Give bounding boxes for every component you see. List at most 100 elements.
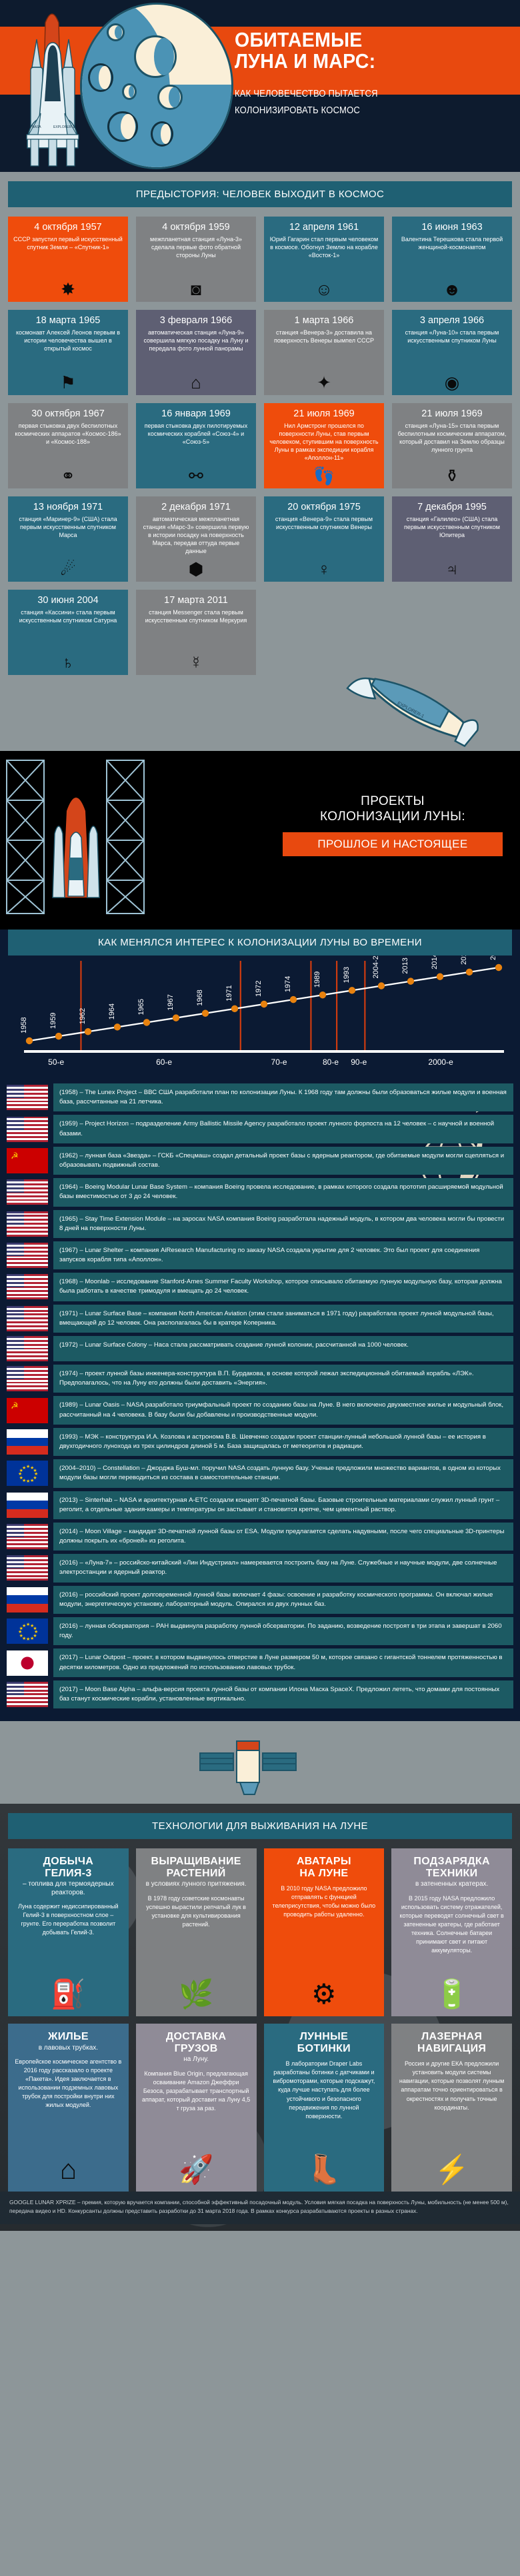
data-point — [260, 1000, 268, 1008]
tech-card-title: ГРУЗОВ — [174, 2042, 218, 2054]
flag-stripe — [7, 1225, 48, 1227]
flag-stripe — [7, 1345, 48, 1348]
tech-card-subtitle: в лавовых трубках. — [38, 2044, 99, 2052]
data-point — [143, 1019, 151, 1026]
tech-card-title: ГЕЛИЯ-3 — [45, 1867, 92, 1879]
tech-card-subtitle: в затененных кратерах. — [415, 1880, 489, 1888]
crater — [107, 111, 138, 142]
flag-stripe — [7, 1217, 48, 1219]
tech-card: ДОБЫЧА ГЕЛИЯ-3– топлива для термоядерных … — [8, 1848, 129, 2017]
tech-card-title: НАВИГАЦИЯ — [417, 2042, 487, 2054]
eu-star: ★ — [22, 1478, 27, 1483]
flag-stripe — [7, 1201, 48, 1203]
page-subtitle-line2: КОЛОНИЗИРОВАТЬ КОСМОС — [235, 105, 361, 116]
page-subtitle-line1: КАК ЧЕЛОВЕЧЕСТВО ПЫТАЕТСЯ — [235, 88, 378, 99]
decade-label: 60-е — [156, 1057, 172, 1067]
data-point — [231, 1005, 239, 1013]
crater — [107, 23, 125, 41]
orbiter-icon: ◉ — [444, 372, 460, 392]
flag-stripe — [7, 1691, 48, 1694]
page-title-line2: ЛУНА И МАРС: — [235, 49, 376, 73]
flag-stripe — [7, 1248, 48, 1251]
flag-stripe — [7, 1280, 48, 1283]
flag-stripe — [7, 1695, 48, 1698]
tech-card-text: Компания Blue Origin, предлагающая осваи… — [141, 2070, 251, 2112]
camera-icon: ◙ — [191, 279, 201, 299]
project-row: (1967) – Lunar Shelter – компания AiRese… — [7, 1241, 513, 1270]
flag-stripe — [7, 1221, 48, 1223]
page-title-line1: ОБИТАЕМЫЕ — [235, 28, 363, 51]
tech-card-title: ЛАЗЕРНАЯ — [421, 2031, 483, 2043]
tech-card-text: Европейское космическое агентство в 2016… — [15, 2058, 122, 2109]
card-text: космонавт Алексей Леонов первым в истори… — [15, 329, 121, 352]
tech-card-title: ДОСТАВКА — [165, 2031, 227, 2043]
projects-banner-highlight: ПРОШЛОЕ И НАСТОЯЩЕЕ — [283, 832, 503, 857]
eu-star: ★ — [18, 1630, 23, 1635]
flag-stripe — [7, 1315, 48, 1318]
crater — [88, 63, 113, 92]
project-row: (1974) – проект лунной базы инженера-кон… — [7, 1365, 513, 1393]
flag-usa — [7, 1305, 48, 1331]
flag-stripe — [7, 1573, 48, 1575]
timeline-card: 18 марта 1965 космонавт Алексей Леонов пе… — [8, 310, 128, 395]
year-tick-label: 2016 — [460, 956, 468, 965]
data-point — [377, 982, 385, 989]
tech-card-title: ВЫРАЩИВАНИЕ — [151, 1856, 241, 1868]
project-description: (1989) – Lunar Oasis – NASA разработало … — [53, 1396, 513, 1425]
flag-stripe — [7, 1687, 48, 1690]
project-description: (1967) – Lunar Shelter – компания AiRese… — [53, 1241, 513, 1270]
project-row: (1971) – Lunar Surface Base – компания N… — [7, 1304, 513, 1333]
axis-baseline — [24, 1050, 504, 1053]
tech-card: ВЫРАЩИВАНИЕ РАСТЕНИЙ в условиях лунного пр… — [135, 1848, 257, 2017]
flag-stripe — [7, 1291, 48, 1294]
flag-stripe — [7, 1327, 48, 1329]
eu-star: ★ — [19, 1475, 23, 1481]
flag-stripe — [7, 1533, 48, 1536]
flag-stripe — [7, 1252, 48, 1255]
card-text: станция «Кассини» стала первым искусстве… — [19, 609, 117, 624]
eu-star: ★ — [22, 1636, 27, 1641]
project-description: (1968) – Moonlab – исследование Stanford… — [53, 1273, 513, 1301]
card-text: первая стыковка двух пилотируемых космич… — [144, 422, 248, 445]
timeline-band: КАК МЕНЯЛСЯ ИНТЕРЕС К КОЛОНИЗАЦИИ ЛУНЫ В… — [8, 930, 512, 956]
flag-stripe — [7, 1371, 48, 1374]
flag-stripe — [7, 1090, 48, 1093]
tech-card-subtitle: – топлива для термоядерных реакторов. — [23, 1880, 114, 1896]
project-description: (1965) – Stay Time Extension Module – на… — [53, 1209, 513, 1238]
flag-stripe — [7, 1276, 48, 1279]
project-row: ☭ (1962) – лунная база «Звезда» – ГСКБ «С… — [7, 1146, 513, 1175]
card-date: 13 ноября 1971 — [33, 502, 103, 512]
year-tick-label: 1993 — [343, 967, 351, 983]
flag-usa — [7, 1116, 48, 1142]
year-tick-label: 2013 — [401, 958, 409, 973]
hammer-sickle-icon: ☭ — [11, 1400, 19, 1411]
project-description: (1959) – Project Horizon – подразделение… — [53, 1115, 513, 1143]
projects-banner-line1: ПРОЕКТЫ — [361, 794, 425, 808]
tech-card-title: ПОДЗАРЯДКА — [413, 1856, 490, 1868]
data-point — [319, 991, 327, 999]
battery-icon: 🔋 — [434, 1978, 469, 2010]
flag-stripe — [7, 1341, 48, 1344]
flag-stripe — [7, 1133, 48, 1136]
flag-usa — [7, 1524, 48, 1550]
timeline-card: 4 октября 1959 межпланетная станция «Луна… — [136, 217, 256, 302]
flag-stripe — [7, 1561, 48, 1564]
eu-star: ★ — [22, 1465, 27, 1471]
eu-star: ★ — [30, 1636, 35, 1641]
decade-label: 2000-е — [428, 1057, 453, 1067]
timeline-card: 17 марта 2011 станция Messenger стала пер… — [136, 590, 256, 675]
tech-card-text: В 1978 году советские космонавты успешно… — [146, 1894, 246, 1928]
eu-star: ★ — [26, 1637, 31, 1642]
flag-stripe — [7, 1287, 48, 1290]
project-description: (2016) – лунная обсерватория – РАН выдви… — [53, 1617, 513, 1646]
year-tick-label: 1974 — [284, 976, 292, 992]
flag-stripe — [7, 1256, 48, 1259]
flag-stripe — [7, 1094, 48, 1097]
card-date: 18 марта 1965 — [35, 315, 101, 326]
tech-card-title: ЖИЛЬЕ — [47, 2031, 89, 2043]
year-tick-label: 1959 — [49, 1013, 57, 1029]
cosmonaut-helmet-icon: ☺ — [315, 279, 333, 299]
saturn-orbiter-icon: ♄ — [61, 652, 75, 672]
project-description: (2017) – Moon Base Alpha – альфа-версия … — [53, 1680, 513, 1709]
card-date: 12 апреля 1961 — [289, 222, 359, 233]
